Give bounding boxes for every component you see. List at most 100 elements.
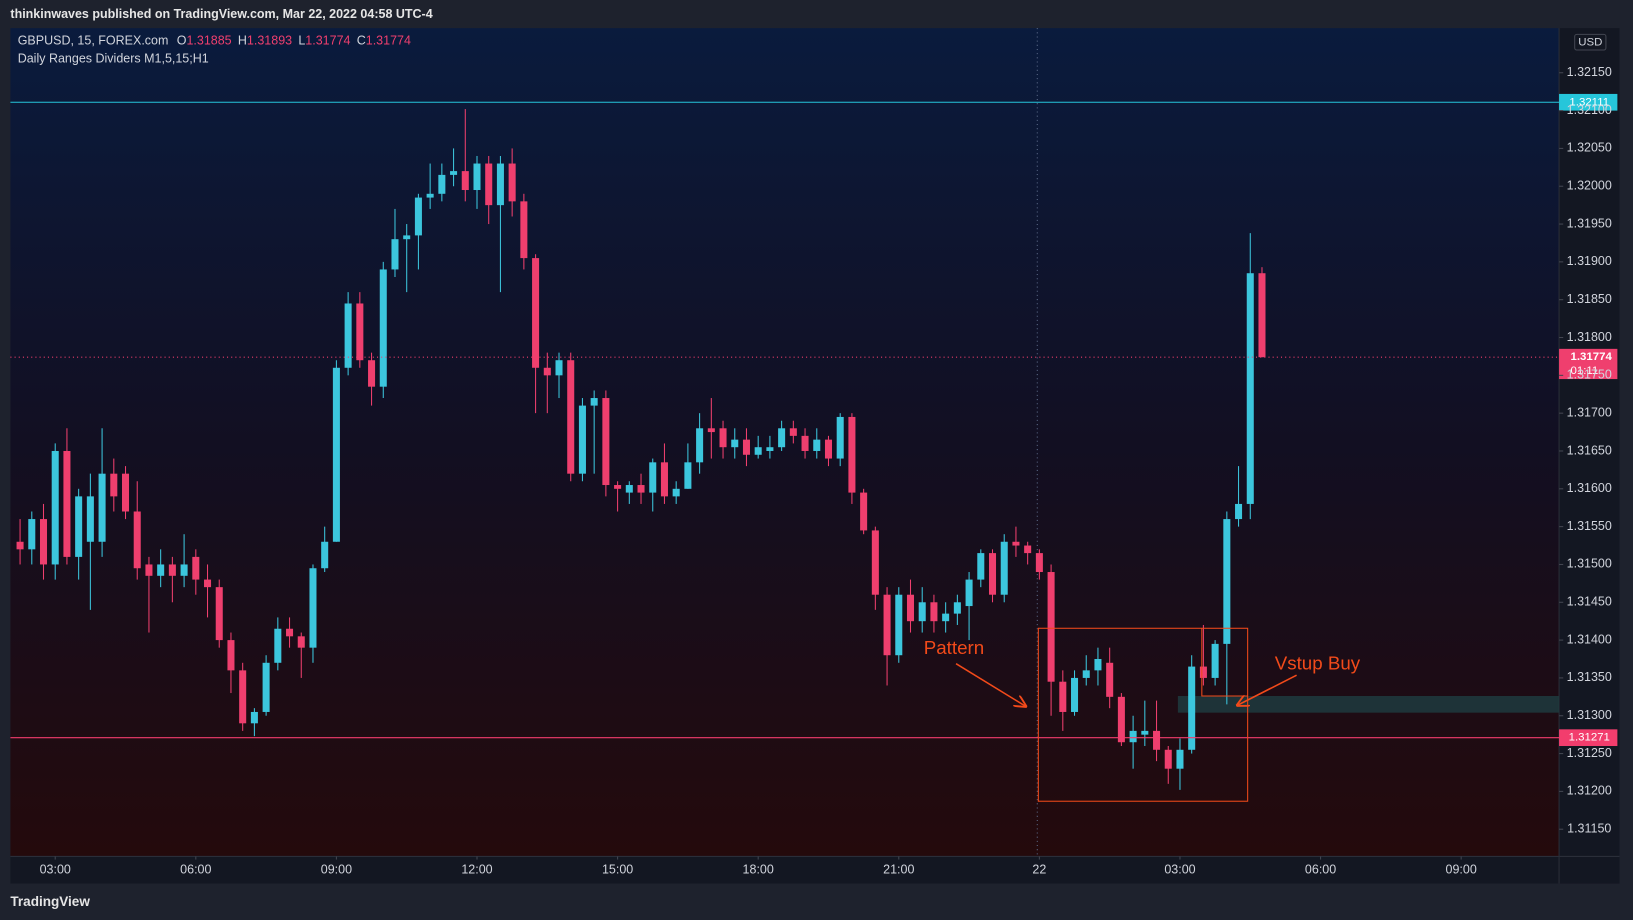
price-label: 1.31271 xyxy=(1569,732,1610,744)
candle-body xyxy=(520,201,528,259)
candle-body xyxy=(895,594,903,656)
candle-body xyxy=(637,485,645,493)
candle-body xyxy=(98,473,106,542)
candle-body xyxy=(1164,749,1172,769)
candle-body xyxy=(297,636,305,648)
candle-body xyxy=(543,367,551,376)
candles xyxy=(10,101,1560,790)
candle-body xyxy=(379,269,387,387)
candle-body xyxy=(602,398,610,486)
candle-body xyxy=(250,711,258,724)
y-tick-label: 1.31750 xyxy=(1567,368,1612,382)
candle-body xyxy=(672,488,680,497)
y-tick-label: 1.31950 xyxy=(1567,216,1612,230)
candle-body xyxy=(719,428,727,448)
legend-key: C xyxy=(357,34,366,48)
last-price-box xyxy=(1559,348,1618,380)
publisher-header: thinkinwaves published on TradingView.co… xyxy=(10,7,432,21)
candle-body xyxy=(16,541,24,550)
candle-body xyxy=(227,640,235,671)
x-tick-label: 09:00 xyxy=(321,862,352,876)
candle-body xyxy=(742,439,750,455)
y-tick-label: 1.31200 xyxy=(1567,784,1612,798)
legend-value: 1.31893 xyxy=(247,34,292,48)
y-tick-label: 1.31250 xyxy=(1567,746,1612,760)
x-tick-label: 21:00 xyxy=(883,862,914,876)
pattern-box xyxy=(1037,627,1249,802)
candle-body xyxy=(555,360,563,376)
candle-body xyxy=(684,462,692,489)
time-axis xyxy=(10,856,1620,884)
candle-body xyxy=(766,447,774,451)
candle-body xyxy=(1235,503,1243,520)
candle-body xyxy=(918,602,926,622)
y-tick-label: 1.31350 xyxy=(1567,670,1612,684)
x-tick-label: 09:00 xyxy=(1446,862,1477,876)
legend-key: O xyxy=(177,34,187,48)
legend-value: 1.31774 xyxy=(305,34,350,48)
legend-value: 1.31774 xyxy=(366,34,411,48)
candle-body xyxy=(286,628,294,637)
candle-body xyxy=(110,473,118,497)
candle-body xyxy=(321,541,329,569)
candle-body xyxy=(332,367,340,542)
candle-body xyxy=(1082,670,1090,678)
candle-body xyxy=(836,416,844,459)
annotation: Vstup Buy xyxy=(1275,653,1361,674)
candle-body xyxy=(1000,541,1008,595)
price-label: 1.32111 xyxy=(1569,96,1609,108)
x-tick-label: 06:00 xyxy=(1305,862,1336,876)
candle-body xyxy=(813,439,821,451)
candle-body xyxy=(1211,643,1219,678)
candle-body xyxy=(567,360,575,474)
candle-body xyxy=(414,197,422,236)
candle-body xyxy=(426,193,434,198)
candle-body xyxy=(1153,730,1161,750)
y-tick-label: 1.31700 xyxy=(1567,405,1612,419)
candle-body xyxy=(438,174,446,194)
candle-body xyxy=(977,553,985,580)
candle-body xyxy=(1223,519,1231,644)
candle-body xyxy=(590,398,598,406)
candle-body xyxy=(1024,545,1032,554)
candle-body xyxy=(28,519,36,550)
x-tick-label: 12:00 xyxy=(461,862,492,876)
currency-box xyxy=(1574,33,1607,51)
candle-body xyxy=(1141,730,1149,735)
candle-body xyxy=(871,530,879,595)
candle-body xyxy=(168,564,176,576)
candle-body xyxy=(1176,749,1184,769)
candle-body xyxy=(801,435,809,451)
candle-body xyxy=(532,258,540,368)
candle-body xyxy=(660,462,668,497)
y-tick-label: 1.32150 xyxy=(1567,65,1612,79)
candle-body xyxy=(403,235,411,240)
x-tick-label: 03:00 xyxy=(40,862,71,876)
candle-body xyxy=(485,163,493,206)
candle-body xyxy=(39,519,48,565)
candle-body xyxy=(1188,666,1196,750)
candle-body xyxy=(953,602,961,614)
price-label-box xyxy=(1559,729,1618,747)
candle-body xyxy=(192,556,200,580)
candle-body xyxy=(1071,677,1079,712)
candle-body xyxy=(614,485,622,489)
y-tick-label: 1.32050 xyxy=(1567,141,1612,155)
y-tick-label: 1.31900 xyxy=(1567,254,1612,268)
x-tick-label: 22 xyxy=(1032,862,1046,876)
last-price-label: 1.31774 xyxy=(1571,351,1613,363)
footer-logo: TradingView xyxy=(10,894,90,909)
candle-body xyxy=(625,485,633,493)
candle-body xyxy=(754,447,762,455)
legend: GBPUSD, 15, FOREX.com O1.31885 H1.31893 L1.… xyxy=(18,34,411,48)
candle-body xyxy=(508,163,516,202)
candle-body xyxy=(368,360,376,387)
candle-body xyxy=(848,416,856,493)
y-tick-label: 1.31450 xyxy=(1567,595,1612,609)
demand-zone xyxy=(1177,695,1560,713)
candle-body xyxy=(51,450,59,565)
candle-body xyxy=(1246,273,1254,504)
candle-body xyxy=(1012,541,1020,546)
